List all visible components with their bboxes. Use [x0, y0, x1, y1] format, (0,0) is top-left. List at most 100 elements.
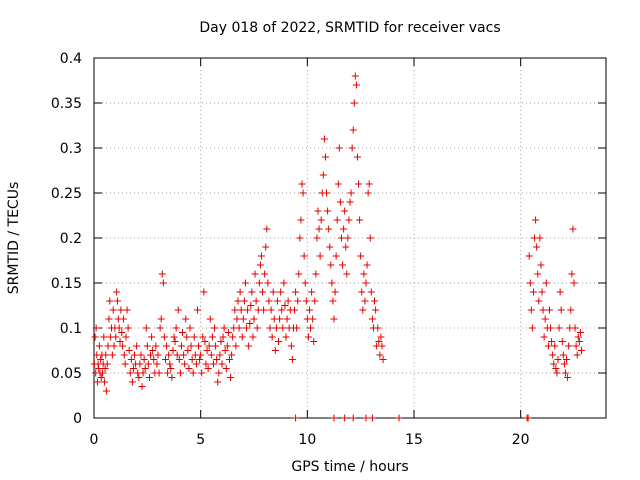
data-point — [255, 279, 263, 287]
data-point — [273, 297, 281, 305]
data-point — [202, 360, 210, 368]
y-tick-label: 0.1 — [60, 321, 82, 337]
x-tick-label: 0 — [90, 432, 99, 448]
data-point — [227, 374, 235, 381]
data-point — [95, 342, 103, 350]
data-point — [280, 279, 288, 287]
data-point — [245, 342, 253, 350]
data-point — [295, 270, 303, 278]
data-point — [200, 288, 208, 296]
data-point — [125, 347, 133, 354]
data-point — [196, 356, 204, 363]
data-point — [362, 279, 370, 287]
data-point — [143, 342, 151, 350]
data-point — [225, 356, 233, 363]
data-point — [281, 302, 289, 309]
data-point — [180, 351, 188, 359]
data-point — [139, 369, 147, 377]
data-point — [186, 324, 194, 332]
data-point — [539, 306, 547, 314]
data-point — [136, 360, 144, 368]
data-point — [248, 288, 256, 296]
data-point — [207, 351, 215, 359]
data-point — [535, 297, 543, 305]
data-point — [251, 270, 259, 278]
data-point — [529, 288, 537, 296]
data-point — [375, 338, 383, 345]
data-point — [316, 252, 324, 260]
data-point — [319, 171, 327, 179]
data-point — [235, 324, 243, 332]
data-point — [170, 333, 178, 341]
data-point — [542, 279, 550, 287]
data-point — [112, 333, 120, 341]
data-point — [109, 306, 117, 314]
data-point — [208, 333, 216, 341]
data-point — [335, 144, 343, 152]
data-point — [214, 378, 222, 386]
y-tick-label: 0.3 — [60, 141, 82, 157]
x-axis-label: GPS time / hours — [291, 459, 408, 475]
data-point — [299, 189, 307, 197]
data-point — [100, 378, 108, 386]
data-point — [545, 306, 553, 314]
data-point — [342, 243, 350, 251]
data-point — [559, 351, 567, 359]
data-point — [153, 360, 161, 368]
data-point — [218, 360, 226, 368]
data-point — [551, 342, 559, 350]
data-point — [353, 153, 361, 161]
data-point — [265, 297, 273, 305]
data-point — [106, 297, 114, 305]
data-point — [367, 288, 375, 296]
data-point — [115, 324, 123, 332]
data-point — [532, 216, 540, 224]
data-point — [571, 324, 579, 332]
data-point — [379, 356, 387, 363]
data-point — [332, 252, 340, 260]
data-point — [330, 414, 338, 422]
data-point — [205, 342, 213, 350]
data-point — [300, 252, 308, 260]
data-point — [246, 320, 254, 327]
data-point — [570, 279, 578, 287]
data-point — [291, 306, 299, 314]
data-point — [355, 180, 363, 188]
x-tick-labels: 0 5 10 15 20 — [90, 432, 530, 448]
data-point — [224, 329, 232, 336]
data-point — [105, 315, 113, 323]
data-point — [376, 351, 384, 359]
data-point — [133, 342, 141, 350]
data-point — [93, 378, 101, 386]
data-point — [536, 234, 544, 242]
data-point — [212, 342, 220, 350]
data-point — [216, 351, 224, 359]
data-point — [308, 288, 316, 296]
data-point — [374, 324, 382, 332]
data-point — [159, 279, 167, 287]
data-point — [555, 324, 563, 332]
y-tick-labels: 0 0.05 0.1 0.15 0.2 0.25 0.3 0.35 0.4 — [51, 51, 82, 427]
data-point — [173, 351, 181, 359]
data-point — [183, 333, 191, 341]
data-point — [278, 306, 286, 314]
data-point — [283, 315, 291, 323]
data-point — [312, 270, 320, 278]
data-point — [147, 351, 155, 359]
data-point — [331, 288, 339, 296]
data-point — [228, 351, 236, 359]
data-point — [174, 306, 182, 314]
data-point — [189, 369, 197, 377]
data-point — [266, 324, 274, 332]
data-point — [346, 198, 354, 206]
y-tick-label: 0.35 — [51, 96, 82, 112]
data-point — [149, 347, 157, 354]
data-point — [366, 234, 374, 242]
data-point — [305, 306, 313, 314]
data-point — [185, 365, 193, 372]
data-point — [569, 225, 577, 233]
data-point — [553, 369, 561, 377]
data-point — [195, 342, 203, 350]
data-point — [577, 347, 585, 354]
